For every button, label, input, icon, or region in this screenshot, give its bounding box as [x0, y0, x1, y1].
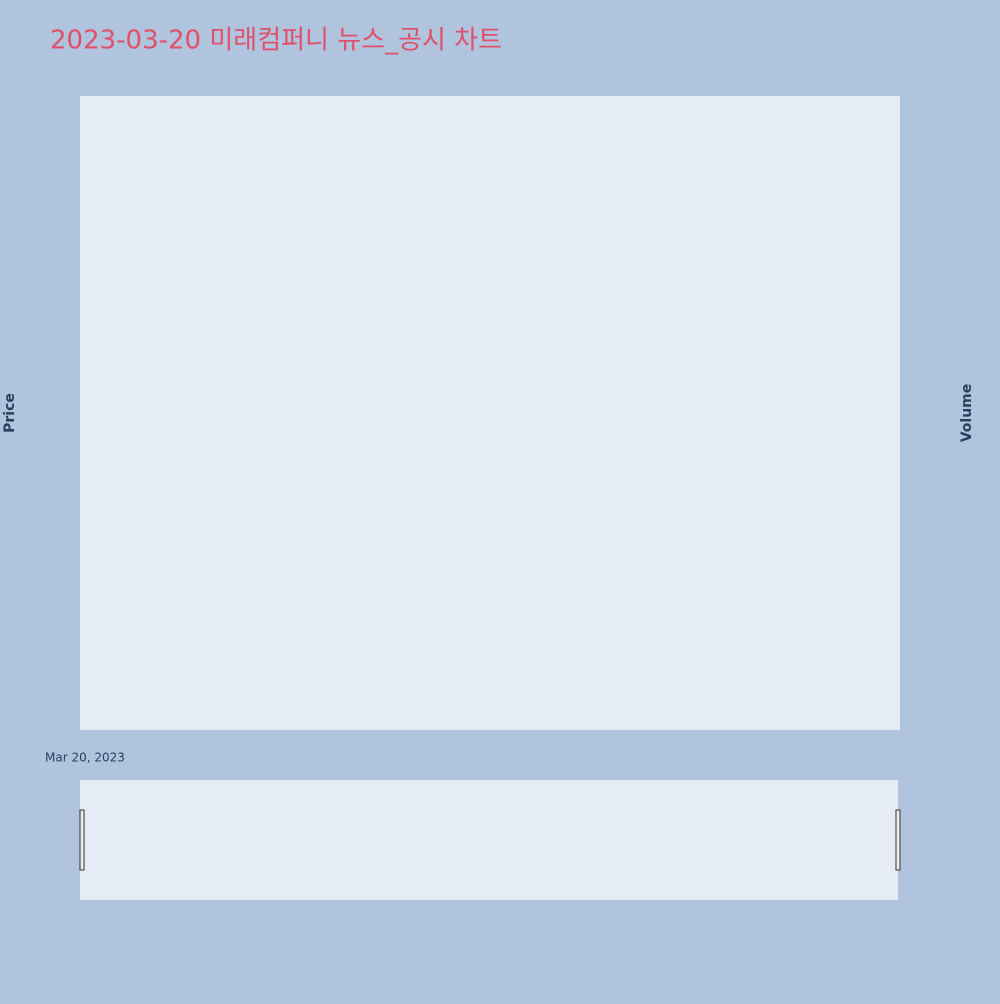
chart-title: 2023-03-20 미래컴퍼니 뉴스_공시 차트: [50, 26, 502, 56]
range-handle[interactable]: [895, 809, 901, 871]
y-axis-title: Price: [2, 393, 18, 433]
range-slider: [80, 780, 898, 900]
x-date-label: Mar 20, 2023: [45, 751, 125, 765]
plot-area: [80, 96, 900, 730]
range-handle[interactable]: [79, 809, 85, 871]
y2-axis-title: Volume: [959, 384, 975, 443]
